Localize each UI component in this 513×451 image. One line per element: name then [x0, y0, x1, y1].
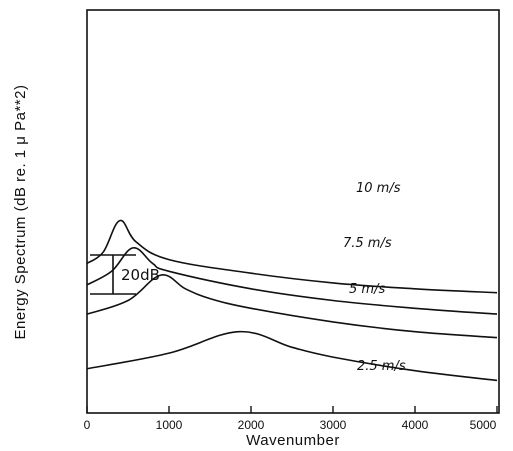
x-tick-label-3: 3000 [320, 418, 347, 432]
series-line-0 [86, 219, 498, 294]
scale-bar-label: 20dB [121, 266, 160, 284]
y-axis-title: Energy Spectrum (dB re. 1 μ Pa**2) [12, 85, 29, 340]
x-tick-label-4: 4000 [402, 418, 429, 432]
series-line-2 [86, 274, 498, 339]
series-label-2-5: 2.5 m/s [357, 359, 406, 374]
series-layer [86, 219, 498, 382]
series-line-1 [86, 247, 498, 315]
x-ticks-layer: 0 1000 2000 3000 4000 5000 [84, 406, 498, 432]
x-tick-label-0: 0 [84, 418, 91, 432]
x-tick-label-5: 5000 [470, 418, 497, 432]
series-label-10: 10 m/s [356, 181, 401, 196]
x-tick-label-1: 1000 [156, 418, 183, 432]
plot-frame [86, 9, 500, 414]
x-axis-title: Wavenumber [246, 432, 340, 449]
series-label-7-5: 7.5 m/s [343, 236, 392, 251]
x-tick-label-2: 2000 [238, 418, 265, 432]
series-line-3 [86, 330, 498, 382]
scale-bar: 20dB [90, 254, 160, 295]
series-label-5: 5 m/s [349, 282, 385, 297]
